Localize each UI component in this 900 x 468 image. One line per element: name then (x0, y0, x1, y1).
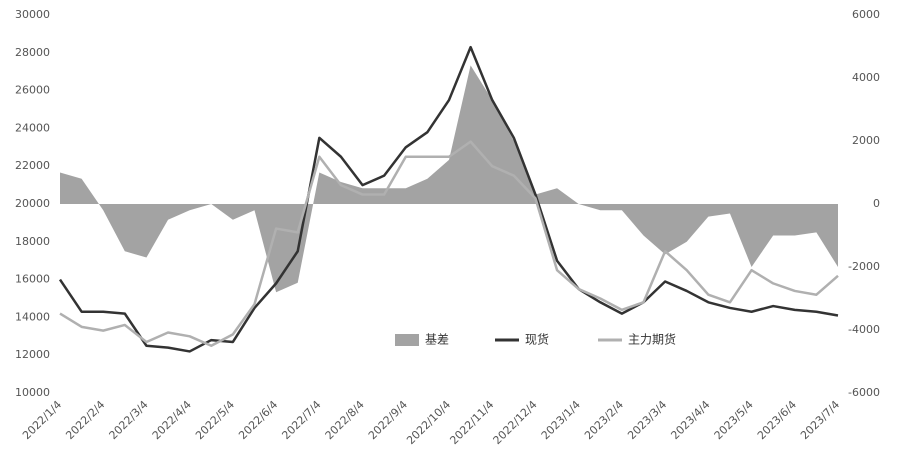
y-tick-label: 18000 (15, 235, 50, 248)
x-tick-label: 2022/5/4 (193, 398, 237, 442)
x-tick-label: 2022/3/4 (107, 398, 151, 442)
legend-label: 主力期货 (628, 332, 676, 347)
y-tick-label: 12000 (15, 348, 50, 361)
x-tick-label: 2023/3/4 (625, 398, 669, 442)
x-tick-label: 2023/6/4 (755, 398, 799, 442)
y-tick-label: 10000 (15, 386, 50, 399)
x-tick-label: 2023/2/4 (582, 398, 626, 442)
y2-tick-label: 4000 (852, 71, 880, 84)
x-tick-label: 2022/9/4 (366, 398, 410, 442)
basis-area (60, 65, 838, 293)
x-tick-label: 2022/6/4 (236, 398, 280, 442)
y2-tick-label: -4000 (848, 323, 880, 336)
y-tick-label: 22000 (15, 159, 50, 172)
x-tick-label: 2022/8/4 (323, 398, 367, 442)
series-line (59, 140, 839, 347)
legend-swatch (395, 334, 419, 346)
x-tick-label: 2022/1/4 (20, 398, 64, 442)
y2-tick-label: -2000 (848, 260, 880, 273)
y-tick-label: 24000 (15, 121, 50, 134)
y2-tick-label: 2000 (852, 134, 880, 147)
x-tick-label: 2022/2/4 (63, 398, 107, 442)
x-tick-label: 2022/12/4 (491, 398, 540, 447)
y-tick-label: 26000 (15, 84, 50, 97)
y2-tick-label: -6000 (848, 386, 880, 399)
legend: 基差 现货 主力期货 (395, 332, 676, 347)
x-tick-label: 2023/4/4 (668, 398, 712, 442)
series-line (58, 45, 839, 353)
y-tick-label: 16000 (15, 273, 50, 286)
x-tick-label: 2022/10/4 (404, 398, 453, 447)
x-tick-label: 2023/5/4 (712, 398, 756, 442)
legend-label: 现货 (525, 332, 549, 347)
y-tick-label: 30000 (15, 8, 50, 21)
y2-tick-label: 0 (873, 197, 880, 210)
x-tick-label: 2022/7/4 (279, 398, 323, 442)
y-tick-label: 14000 (15, 310, 50, 323)
x-tick-label: 2022/11/4 (447, 398, 496, 447)
y-tick-label: 20000 (15, 197, 50, 210)
x-tick-label: 2022/4/4 (150, 398, 194, 442)
legend-label: 基差 (425, 333, 449, 347)
x-tick-label: 2023/7/4 (798, 398, 842, 442)
y-tick-label: 28000 (15, 46, 50, 59)
y2-tick-label: 6000 (852, 8, 880, 21)
x-tick-label: 2023/1/4 (539, 398, 583, 442)
